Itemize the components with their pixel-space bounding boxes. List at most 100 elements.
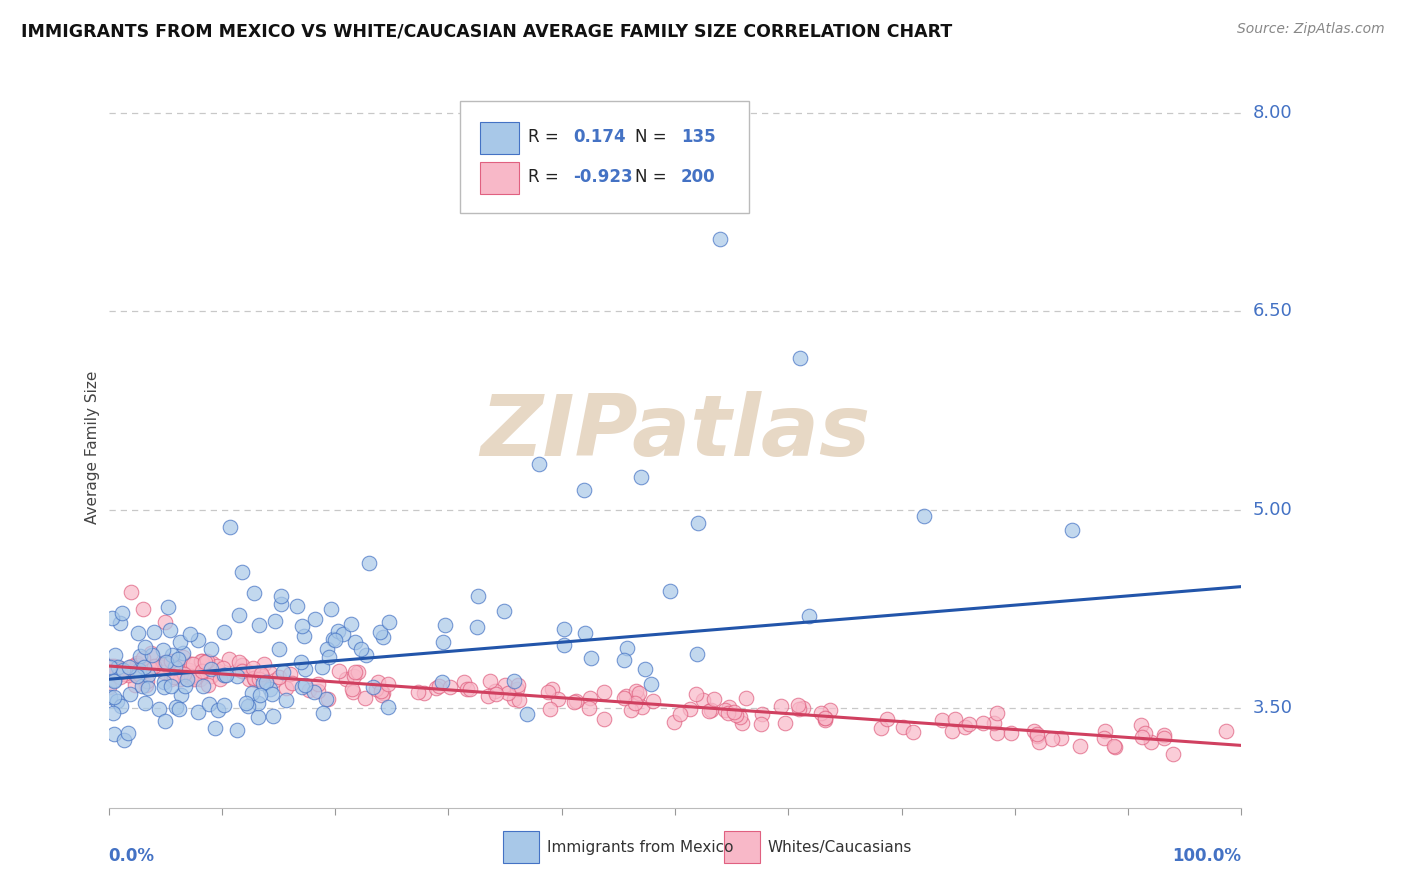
Point	[322, 632, 344, 647]
Point	[1140, 735, 1163, 749]
Point	[485, 686, 508, 700]
Point	[198, 697, 221, 711]
Text: N =: N =	[636, 168, 666, 186]
Point	[986, 725, 1008, 739]
Point	[180, 672, 202, 686]
Point	[626, 690, 648, 705]
Text: 135: 135	[681, 128, 716, 146]
Text: Source: ZipAtlas.com: Source: ZipAtlas.com	[1237, 22, 1385, 37]
Point	[354, 648, 377, 662]
Point	[135, 673, 157, 688]
Point	[1040, 731, 1063, 746]
Point	[110, 698, 132, 713]
Point	[108, 616, 131, 631]
Point	[212, 668, 235, 682]
Point	[789, 351, 811, 365]
Point	[941, 723, 963, 738]
Point	[787, 698, 810, 712]
Point	[200, 669, 222, 683]
Point	[496, 686, 519, 700]
Point	[263, 673, 285, 688]
Point	[1102, 739, 1125, 753]
Text: R =: R =	[527, 128, 558, 146]
Point	[112, 667, 135, 681]
Point	[433, 617, 456, 632]
Point	[1022, 723, 1045, 738]
Point	[247, 617, 270, 632]
Point	[291, 619, 314, 633]
Point	[281, 676, 304, 690]
Point	[901, 725, 924, 739]
Point	[242, 686, 264, 700]
Point	[187, 632, 209, 647]
Point	[717, 706, 740, 720]
Point	[340, 616, 363, 631]
Point	[155, 655, 177, 669]
Point	[127, 626, 149, 640]
Point	[955, 721, 977, 735]
Text: 6.50: 6.50	[1253, 302, 1292, 320]
Point	[413, 686, 436, 700]
Point	[377, 699, 399, 714]
Point	[624, 696, 647, 710]
Point	[565, 694, 588, 708]
Point	[814, 711, 837, 725]
Point	[174, 679, 197, 693]
Point	[197, 678, 219, 692]
Point	[465, 620, 488, 634]
Point	[432, 634, 454, 648]
Point	[328, 624, 350, 638]
Point	[931, 713, 953, 727]
Point	[190, 654, 212, 668]
Point	[274, 692, 297, 706]
Point	[593, 712, 616, 726]
Point	[180, 669, 202, 683]
Point	[249, 688, 271, 702]
Point	[1026, 729, 1049, 743]
Point	[972, 715, 994, 730]
Point	[307, 684, 329, 698]
Point	[136, 681, 159, 695]
Point	[110, 665, 132, 679]
Point	[943, 712, 966, 726]
Point	[325, 633, 347, 648]
Point	[218, 519, 240, 533]
Point	[316, 692, 339, 706]
Point	[1026, 727, 1049, 741]
Text: ZIPatlas: ZIPatlas	[479, 391, 870, 474]
Point	[467, 589, 489, 603]
Point	[238, 698, 260, 713]
Point	[194, 655, 217, 669]
Point	[200, 642, 222, 657]
Point	[876, 712, 898, 726]
Point	[215, 668, 238, 682]
Point	[364, 682, 387, 697]
Point	[343, 669, 366, 683]
Point	[212, 667, 235, 681]
Point	[1133, 726, 1156, 740]
Point	[104, 648, 127, 662]
Point	[751, 706, 773, 721]
Point	[579, 690, 602, 705]
Point	[346, 665, 368, 679]
Point	[818, 703, 841, 717]
Point	[547, 692, 569, 706]
Point	[153, 665, 176, 679]
Point	[686, 516, 709, 530]
Point	[98, 681, 121, 695]
Point	[378, 615, 401, 630]
Point	[134, 640, 156, 654]
Point	[613, 652, 636, 666]
Point	[129, 649, 152, 664]
Point	[155, 657, 177, 671]
Point	[103, 673, 125, 688]
Point	[105, 694, 128, 708]
Point	[190, 667, 212, 681]
Point	[506, 678, 529, 692]
Point	[814, 713, 837, 727]
Point	[630, 700, 652, 714]
Point	[238, 672, 260, 686]
Point	[315, 691, 337, 706]
Point	[183, 673, 205, 687]
Point	[125, 669, 148, 683]
